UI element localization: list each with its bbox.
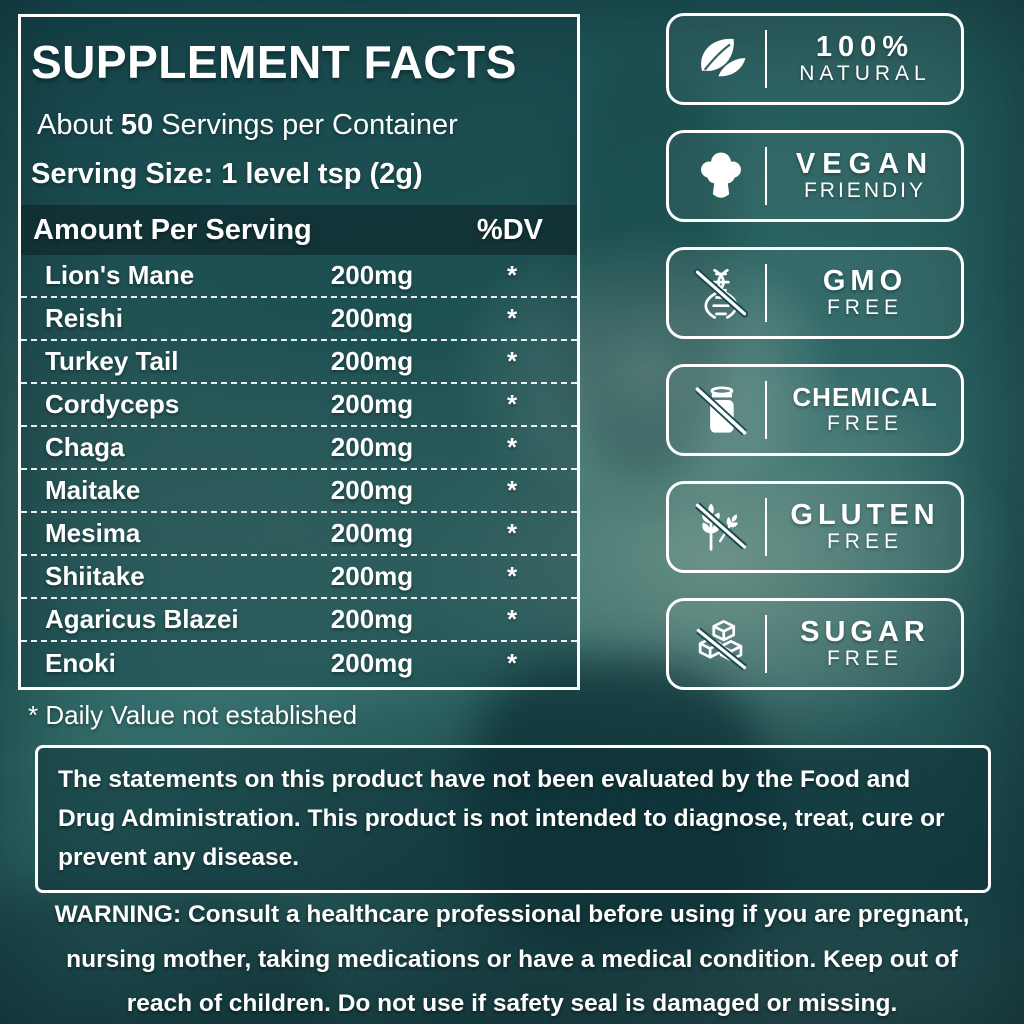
ingredient-name: Chaga	[45, 432, 125, 462]
ingredient-name: Lion's Mane	[45, 260, 195, 290]
badge-chemical-free: CHEMICAL FREE	[666, 364, 964, 456]
badge-line2: FREE	[826, 530, 903, 554]
ingredient-amount: 200mg	[330, 475, 414, 505]
ingredient-name: Cordyceps	[45, 389, 180, 419]
badge-divider	[765, 30, 767, 88]
table-header-row: Amount Per Serving %DV	[21, 205, 577, 255]
serving-size-label: Serving Size:	[31, 158, 214, 190]
badge-sugar-free: SUGAR FREE	[666, 598, 964, 690]
badge-vegan-friendly: VEGAN FRIENDIY	[666, 130, 964, 222]
table-row: Agaricus Blazei 200mg *	[21, 599, 577, 642]
badge-line2: FREE	[826, 647, 903, 671]
ingredient-name: Turkey Tail	[45, 346, 179, 376]
table-row: Reishi 200mg *	[21, 298, 577, 341]
sugar-crossed-icon	[683, 615, 759, 673]
badge-gmo-free: GMO FREE	[666, 247, 964, 339]
table-row: Mesima 200mg *	[21, 513, 577, 556]
ingredient-name: Mesima	[45, 518, 141, 548]
leaf-icon	[683, 30, 759, 88]
ingredient-amount: 200mg	[330, 561, 414, 591]
badge-line1: CHEMICAL	[792, 382, 938, 413]
table-row: Chaga 200mg *	[21, 427, 577, 470]
dv-header: %DV	[476, 213, 543, 246]
dna-crossed-icon	[683, 264, 759, 322]
ingredient-amount: 200mg	[330, 260, 414, 290]
table-row: Lion's Mane 200mg *	[21, 255, 577, 298]
background-silhouette	[0, 880, 320, 1024]
badge-gluten-free: GLUTEN FREE	[666, 481, 964, 573]
table-row: Turkey Tail 200mg *	[21, 341, 577, 384]
chemical-crossed-icon	[683, 381, 759, 439]
fda-disclaimer-box: The statements on this product have not …	[35, 745, 991, 893]
ingredient-name: Enoki	[45, 648, 116, 678]
supplement-facts-panel: SUPPLEMENT FACTS About 50 Servings per C…	[18, 14, 580, 690]
feature-badges: 100% NATURAL VEGAN FRIENDIY GMO FREE CHEMIC…	[666, 13, 964, 690]
warning-statement: WARNING: Consult a healthcare profession…	[40, 893, 984, 1024]
badge-line2: FREE	[826, 296, 903, 320]
ingredient-dv: *	[506, 346, 518, 376]
ingredient-name: Shiitake	[45, 561, 145, 591]
badge-line1: VEGAN	[795, 147, 935, 180]
badge-line1: GLUTEN	[790, 498, 940, 531]
badge-divider	[765, 381, 767, 439]
badge-line1: 100%	[815, 30, 915, 63]
ingredient-dv: *	[506, 604, 518, 634]
ingredient-amount: 200mg	[330, 389, 414, 419]
ingredient-dv: *	[506, 561, 518, 591]
warning-text: Consult a healthcare professional before…	[66, 901, 970, 1018]
ingredient-amount: 200mg	[330, 346, 414, 376]
servings-suffix: Servings per Container	[161, 109, 458, 141]
table-row: Shiitake 200mg *	[21, 556, 577, 599]
serving-size-value: 1 level tsp (2g)	[221, 158, 423, 190]
badge-line1: GMO	[822, 264, 908, 297]
ingredient-name: Reishi	[45, 303, 124, 333]
table-row: Maitake 200mg *	[21, 470, 577, 513]
ingredient-name: Maitake	[45, 475, 141, 505]
ingredient-amount: 200mg	[330, 432, 414, 462]
fda-disclaimer-text: The statements on this product have not …	[58, 766, 945, 872]
ingredient-amount: 200mg	[330, 518, 414, 548]
badge-divider	[765, 147, 767, 205]
table-row: Cordyceps 200mg *	[21, 384, 577, 427]
ingredient-dv: *	[506, 648, 518, 678]
serving-size: Serving Size: 1 level tsp (2g)	[31, 158, 577, 191]
ingredient-dv: *	[506, 303, 518, 333]
ingredient-dv: *	[506, 475, 518, 505]
servings-per-container: About 50 Servings per Container	[37, 109, 577, 142]
warning-label: WARNING:	[54, 901, 182, 928]
broccoli-icon	[683, 147, 759, 205]
servings-prefix: About	[37, 109, 113, 141]
ingredient-dv: *	[506, 260, 518, 290]
amount-per-serving-header: Amount Per Serving	[33, 213, 312, 246]
badge-divider	[765, 264, 767, 322]
ingredient-table: Lion's Mane 200mg * Reishi 200mg * Turkey Ta…	[21, 255, 577, 685]
badge-line1: SUGAR	[800, 615, 930, 648]
badge-divider	[765, 498, 767, 556]
panel-title: SUPPLEMENT FACTS	[31, 36, 517, 88]
ingredient-dv: *	[506, 518, 518, 548]
ingredient-amount: 200mg	[330, 648, 414, 678]
servings-count: 50	[120, 109, 154, 141]
daily-value-footnote: * Daily Value not established	[28, 700, 358, 730]
ingredient-name: Agaricus Blazei	[45, 604, 239, 634]
badge-line2: NATURAL	[799, 62, 931, 86]
ingredient-dv: *	[506, 432, 518, 462]
badge-divider	[765, 615, 767, 673]
ingredient-amount: 200mg	[330, 604, 414, 634]
wheat-crossed-icon	[683, 498, 759, 556]
ingredient-dv: *	[506, 389, 518, 419]
badge-line2: FREE	[826, 411, 903, 435]
ingredient-amount: 200mg	[330, 303, 414, 333]
table-row: Enoki 200mg *	[21, 642, 577, 685]
badge-100-natural: 100% NATURAL	[666, 13, 964, 105]
badge-line2: FRIENDIY	[803, 179, 926, 203]
